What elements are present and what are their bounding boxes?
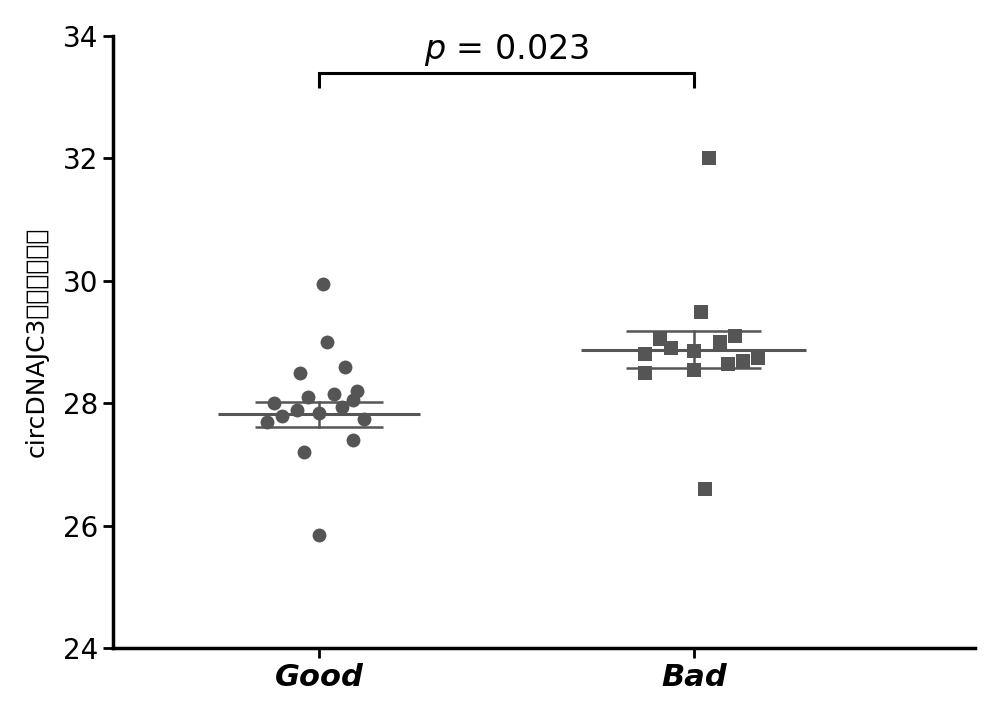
Point [356,413,372,424]
Point [652,333,668,345]
Point [637,367,653,379]
Text: $\it{p}$ = 0.023: $\it{p}$ = 0.023 [424,32,589,68]
Point [296,447,312,458]
Point [326,389,342,400]
Point [274,410,290,422]
Point [735,355,751,366]
Point [345,435,361,446]
Point [701,153,717,164]
Point [266,398,282,409]
Point [311,407,327,419]
Point [686,364,702,376]
Point [693,306,709,318]
Point [697,483,713,495]
Point [311,529,327,541]
Point [319,336,335,348]
Point [686,346,702,357]
Point [259,416,275,427]
Point [345,394,361,406]
Point [292,367,308,379]
Point [289,404,305,415]
Point [720,358,736,369]
Point [300,391,316,403]
Point [727,331,743,342]
Point [750,352,766,364]
Point [663,343,679,354]
Y-axis label: circDNAJC3的相对表达量: circDNAJC3的相对表达量 [25,227,49,457]
Point [712,336,728,348]
Point [334,401,350,412]
Point [315,278,331,290]
Point [637,348,653,360]
Point [337,361,353,372]
Point [349,386,365,397]
